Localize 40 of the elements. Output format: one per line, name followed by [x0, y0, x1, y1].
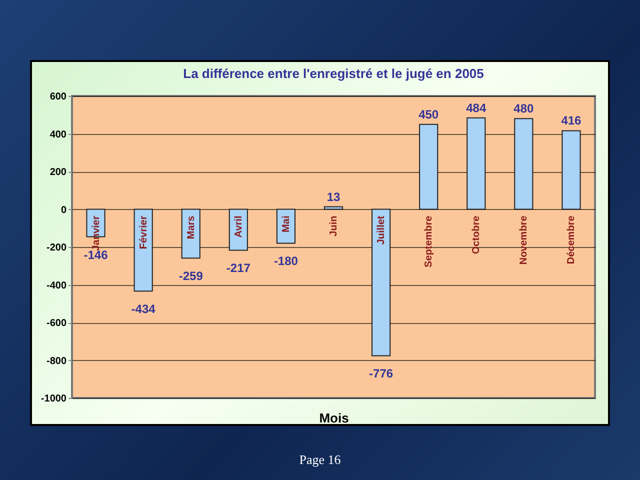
data-label: 416: [561, 114, 582, 128]
y-tick-label: 400: [50, 129, 67, 140]
y-tick-label: -800: [46, 356, 67, 367]
x-tick-label: Décembre: [566, 215, 578, 264]
y-tick-label: -400: [46, 280, 67, 292]
x-tick-label: Février: [138, 216, 150, 250]
bar: [514, 118, 534, 210]
data-label: -434: [131, 302, 156, 316]
x-tick-label: Septembre: [424, 215, 435, 268]
x-tick-label: Juillet: [376, 215, 388, 245]
data-label: -259: [178, 269, 204, 284]
data-label: -180: [274, 254, 298, 268]
bar: [324, 206, 344, 210]
x-tick-label: Avril: [233, 216, 244, 238]
x-tick-label: Octobre: [471, 215, 482, 254]
x-tick-label: Janvier: [90, 216, 102, 251]
data-label: 13: [326, 190, 340, 204]
data-label: 480: [514, 102, 534, 116]
y-tick-label: -600: [46, 318, 67, 329]
bar: [134, 208, 153, 292]
data-label: 484: [466, 100, 486, 115]
chart-title: La différence entre l'enregistré et le jugé en 2005: [183, 66, 484, 81]
y-tick-label: 600: [50, 92, 67, 102]
bar: [466, 117, 486, 210]
x-axis-title: Mois: [319, 410, 349, 426]
text: Page 16: [298, 452, 342, 468]
data-label: -217: [226, 261, 251, 276]
x-tick-label: Juin: [328, 216, 340, 236]
bar: [562, 130, 581, 210]
y-tick-label: 200: [50, 167, 67, 178]
x-tick-label: Novembre: [518, 215, 530, 265]
data-label: -776: [369, 366, 394, 381]
x-tick-label: Mars: [186, 215, 197, 240]
y-tick-label: -200: [46, 242, 67, 254]
data-label: 450: [418, 107, 439, 122]
bar: [372, 208, 391, 356]
x-tick-label: Mai: [280, 216, 292, 232]
y-tick-label: 0: [60, 204, 67, 216]
bar: [419, 124, 438, 210]
y-tick-label: -1000: [40, 394, 67, 404]
